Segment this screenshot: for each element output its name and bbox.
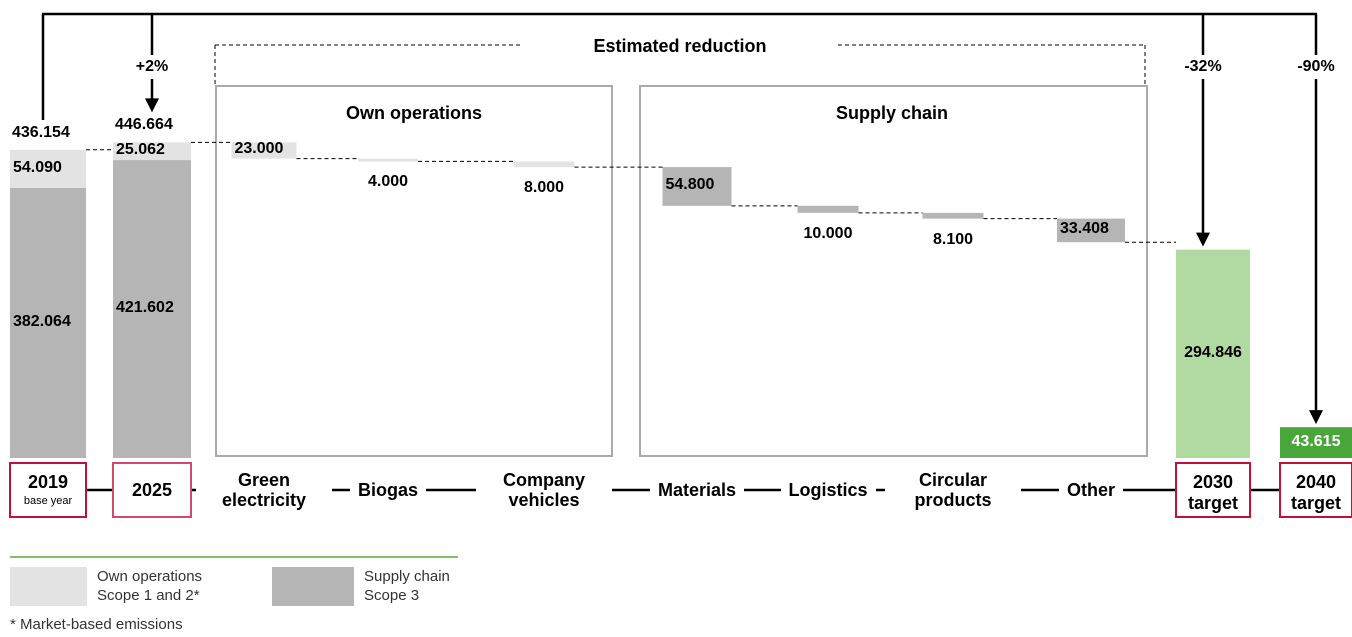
change-label: -32% (1182, 55, 1224, 79)
legend-swatch (10, 567, 87, 606)
value-label: 4.000 (367, 173, 409, 191)
total-label: 446.664 (115, 116, 173, 134)
value-label: 43.615 (1291, 432, 1341, 450)
change-label: -90% (1295, 55, 1337, 79)
value-label: 294.846 (1184, 343, 1242, 361)
category-label: 2025 (131, 480, 173, 500)
target-bar (1176, 249, 1250, 458)
category-label: 2040 (1295, 472, 1337, 492)
bar (10, 188, 86, 458)
bar (797, 205, 859, 213)
value-label: 421.602 (116, 299, 174, 317)
value-label: 54.800 (665, 176, 715, 194)
target-bar (1280, 427, 1352, 458)
change-label: +2% (133, 55, 171, 79)
category-sublabel: target (1187, 493, 1239, 513)
category-sublabel: target (1290, 493, 1342, 513)
legend-swatch (272, 567, 354, 606)
category-label: Green electricity (196, 470, 332, 510)
category-box (1279, 462, 1352, 518)
group-box (639, 85, 1148, 457)
legend-label: Supply chain Scope 3 (364, 568, 450, 604)
arrow-head (145, 98, 159, 113)
bar (113, 142, 191, 161)
value-label: 54.090 (13, 158, 62, 176)
legend-label: Own operations Scope 1 and 2* (97, 568, 203, 604)
category-box (112, 462, 192, 518)
value-label: 382.064 (13, 313, 71, 330)
category-sublabel: base year (23, 495, 73, 507)
value-label: 33.408 (1060, 220, 1109, 238)
group-box (215, 85, 613, 457)
value-label: 10.000 (803, 224, 853, 242)
bar (1057, 218, 1125, 243)
category-label: Materials (650, 480, 745, 500)
bar (513, 161, 575, 168)
value-label: 8.000 (523, 179, 565, 197)
category-label: Company vehicles (476, 470, 612, 510)
category-label: Logistics (780, 480, 876, 500)
bar (358, 158, 418, 162)
category-label: 2030 (1192, 472, 1234, 492)
category-box (9, 462, 87, 518)
category-label: 2019 (27, 472, 69, 492)
category-label: Other (1059, 480, 1124, 500)
value-label: 23.000 (234, 140, 284, 158)
category-label: Biogas (350, 480, 427, 500)
bar (113, 160, 191, 458)
value-label: 8.100 (932, 230, 974, 248)
bar (10, 149, 86, 189)
category-box (1175, 462, 1251, 518)
bar (662, 167, 732, 206)
group-label: Own operations (345, 103, 483, 123)
arrow-head (1196, 232, 1210, 247)
chart-title: Estimated reduction (593, 36, 767, 56)
bar (922, 212, 984, 219)
value-label: 25.062 (116, 141, 165, 159)
category-label: Circular products (885, 470, 1021, 510)
bar (231, 142, 297, 159)
arrow-head (1309, 410, 1323, 425)
footnote: * Market-based emissions (10, 616, 183, 633)
total-label: 436.154 (12, 123, 70, 141)
group-label: Supply chain (835, 103, 949, 123)
